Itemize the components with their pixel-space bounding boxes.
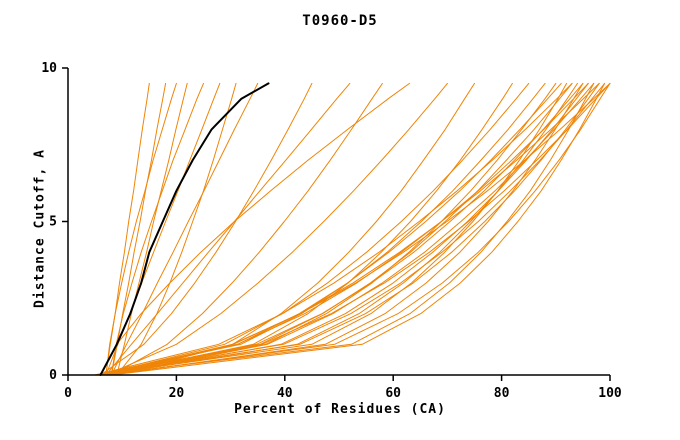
model-series-line — [94, 82, 600, 376]
model-series-line — [94, 82, 573, 376]
model-series-line — [110, 82, 383, 376]
y-tick-label: 5 — [49, 215, 57, 230]
model-series-line — [100, 82, 584, 376]
model-series-line — [94, 82, 611, 376]
model-series-line — [105, 82, 578, 376]
model-series-line — [105, 82, 562, 376]
model-series-line — [100, 82, 313, 376]
y-tick-label: 0 — [49, 368, 57, 383]
model-series-line — [100, 82, 611, 376]
x-tick-label: 40 — [277, 386, 293, 401]
x-tick-label: 80 — [494, 386, 510, 401]
x-tick-label: 0 — [64, 386, 72, 401]
model-series-line — [105, 82, 589, 376]
model-series-line — [100, 82, 530, 376]
model-series-line — [100, 82, 568, 376]
model-series-line — [100, 82, 595, 376]
x-tick-label: 20 — [169, 386, 185, 401]
x-axis-label: Percent of Residues (CA) — [234, 402, 446, 417]
y-tick-label: 10 — [41, 61, 57, 76]
model-series-line — [94, 82, 589, 376]
x-tick-label: 60 — [385, 386, 401, 401]
model-series-line — [100, 82, 606, 376]
model-series-line — [110, 82, 595, 376]
model-series-line — [110, 82, 204, 376]
model-series-line — [110, 82, 259, 376]
highlighted-series-line — [99, 82, 270, 376]
model-series-line — [110, 82, 573, 376]
model-series-line — [110, 82, 606, 376]
chart-title: T0960-D5 — [302, 13, 378, 29]
model-series-line — [116, 82, 188, 376]
x-tick-label: 100 — [598, 386, 622, 401]
model-series-line — [105, 82, 611, 376]
model-series-line — [100, 82, 410, 376]
model-series-line — [116, 82, 475, 376]
model-series-line — [105, 82, 177, 376]
model-series-line — [105, 82, 448, 376]
model-series-line — [116, 82, 237, 376]
model-series-line — [105, 82, 513, 376]
